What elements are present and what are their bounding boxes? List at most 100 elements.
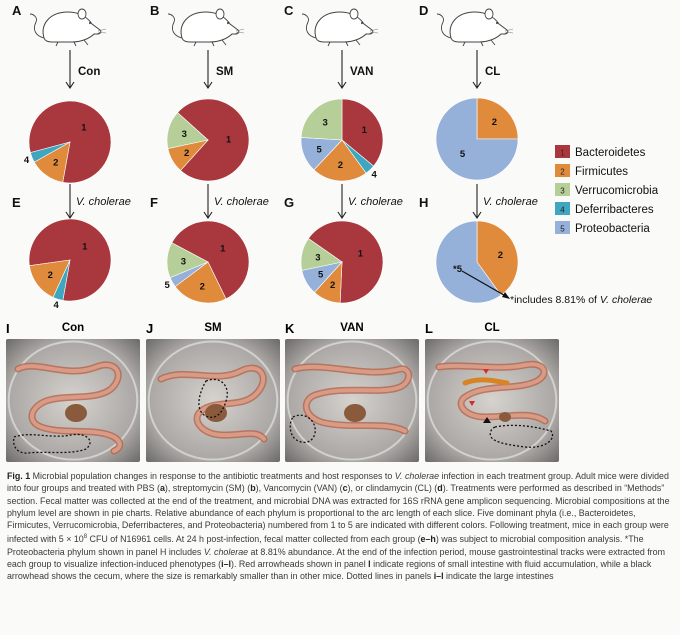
- figure-caption: Fig. 1 Microbial population changes in r…: [7, 470, 675, 583]
- legend-number: 3: [560, 187, 565, 196]
- treatment-arrow-head: [203, 81, 213, 89]
- panel-letter-l: L: [425, 321, 433, 336]
- caption-text: ). Treatments were performed as describe…: [7, 483, 670, 545]
- gut-photo-drawing: [146, 339, 280, 462]
- figure-canvas: A Con B SM C VAN D CL E V. cholerae F V. cholerae G V…: [12, 3, 659, 311]
- legend-swatch: [555, 164, 570, 177]
- pie-slice: [166, 242, 209, 279]
- petri-dish: [426, 340, 558, 461]
- caption-text: indicate the large intestines: [443, 571, 554, 582]
- gut-photo-drawing: [285, 339, 419, 462]
- panel-letter-i: I: [6, 321, 10, 336]
- photo-panel-header-k: K VAN: [285, 321, 419, 337]
- panel-letter-g: G: [284, 195, 294, 210]
- mouse-icon: [436, 8, 514, 47]
- panel-letter-a: A: [12, 3, 22, 18]
- fluid-region: [462, 377, 510, 386]
- pie-slice: [307, 220, 384, 304]
- infection-arrow-head: [203, 211, 213, 219]
- pie-chart-a: 1 2 4: [24, 100, 112, 184]
- caption-bold: c: [342, 483, 348, 494]
- slice-label: 2: [200, 281, 205, 292]
- treatment-label: SM: [216, 66, 233, 78]
- panel-letter-h: H: [419, 195, 428, 210]
- legend-label: Deferribacteres: [575, 204, 654, 216]
- large-intestine-dotted-outline: [489, 424, 554, 448]
- caption-text: ). Red arrowheads shown in panel: [231, 559, 369, 570]
- legend-swatch: [555, 221, 570, 234]
- pie-slice: [300, 98, 343, 141]
- caption-bold: i–l: [433, 571, 444, 582]
- legend-number: 4: [560, 206, 565, 215]
- panel-letter-j: J: [146, 321, 154, 336]
- treatment-arrow-head: [472, 81, 482, 89]
- legend-swatch: [555, 183, 570, 196]
- pie-slice: [341, 98, 384, 167]
- panel-letter-b: B: [150, 3, 159, 18]
- legend-label: Proteobacteria: [575, 223, 650, 235]
- footnote-arrow-head: [502, 292, 510, 299]
- photo-background: [146, 339, 280, 462]
- infection-label: V. cholerae: [483, 196, 538, 208]
- footnote-italic: V. cholerae: [600, 294, 652, 306]
- caption-bold: i–l: [221, 559, 231, 570]
- gut-photo-drawing: [6, 339, 140, 462]
- large-intestine-dotted-outline: [289, 414, 316, 444]
- legend-swatch: [555, 202, 570, 215]
- slice-label: 1: [82, 241, 88, 252]
- caption-bold: e–h: [420, 534, 436, 545]
- slice-label: 5: [164, 280, 170, 291]
- black-arrowhead: [483, 417, 491, 423]
- caption-text: Microbial population changes in response…: [30, 471, 395, 481]
- pie-chart-h: 2 *5: [435, 220, 519, 304]
- mouse-icon: [167, 8, 245, 47]
- caption-text: ), streptomycin (SM) (: [164, 483, 251, 494]
- pie-chart-c: 1 4 2 5 3: [300, 98, 384, 182]
- slice-label: 2: [330, 280, 335, 291]
- pie-chart-d: 25: [435, 97, 519, 181]
- treatment-arrow-head: [337, 81, 347, 89]
- treatment-label: Con: [78, 66, 100, 78]
- slice-label: 1: [226, 134, 232, 145]
- legend-label: Verrucomicrobia: [575, 185, 659, 197]
- large-intestine-dotted-outline: [12, 433, 91, 454]
- slice-label: 1: [362, 125, 368, 136]
- treatment-arrow-head: [65, 81, 75, 89]
- slice-label: 3: [315, 253, 320, 264]
- intestine: [437, 362, 547, 423]
- photo-group-label: CL: [484, 322, 500, 334]
- infection-label: V. cholerae: [76, 196, 131, 208]
- slice-label: 4: [24, 155, 30, 166]
- slice-label: 3: [181, 256, 186, 267]
- petri-dish: [7, 340, 139, 461]
- slice-label: 2: [184, 148, 189, 159]
- gut-photo-j: [146, 339, 280, 462]
- legend-label: Bacteroidetes: [575, 147, 646, 159]
- gut-photo-l: [425, 339, 559, 462]
- intestine: [159, 366, 266, 441]
- legend-number: 5: [560, 225, 565, 234]
- photo-group-label: VAN: [340, 322, 364, 334]
- pie-chart-e: 1 4 2: [28, 218, 112, 311]
- photo-group-label: SM: [204, 322, 222, 334]
- pie-slice: [177, 98, 250, 182]
- red-arrowhead: [483, 369, 489, 374]
- slice-label: 4: [53, 300, 59, 311]
- infection-label: V. cholerae: [214, 196, 269, 208]
- treatment-label: CL: [485, 66, 500, 78]
- photo-panel-header-j: J SM: [146, 321, 280, 337]
- footnote-arrow: [461, 270, 510, 299]
- pie-slice: [476, 220, 519, 296]
- panel-letter-f: F: [150, 195, 158, 210]
- photo-group-label: Con: [61, 322, 85, 334]
- pie-slice: [171, 220, 250, 300]
- panel-letter-d: D: [419, 3, 428, 18]
- slice-label: 2: [338, 160, 343, 171]
- caption-text: ), Vancomycin (VAN) (: [255, 483, 343, 494]
- slice-label: 1: [81, 122, 87, 133]
- caption-fig-label: Fig. 1: [7, 471, 31, 481]
- caption-text: ) was subject to microbial composition a…: [7, 534, 644, 557]
- footnote-text: *includes 8.81% of V. cholerae: [510, 294, 652, 306]
- caption-text: CFU of N16961 cells. At 24 h post-infect…: [87, 534, 421, 545]
- petri-dish: [147, 340, 279, 461]
